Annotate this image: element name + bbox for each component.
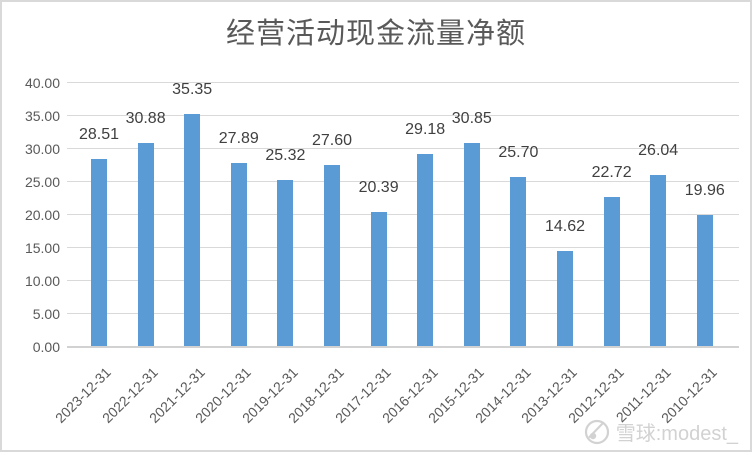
bar — [650, 175, 667, 347]
watermark-text: 雪球:modest_ — [615, 423, 738, 445]
bar — [557, 250, 573, 347]
y-axis-tick-label: 35.00 — [24, 108, 60, 124]
y-axis-tick-label: 15.00 — [24, 240, 60, 256]
bar — [91, 158, 107, 347]
bar-data-label: 20.39 — [358, 179, 399, 197]
gridline — [67, 115, 739, 116]
gridline — [67, 181, 739, 182]
y-axis-tick-label: 20.00 — [24, 207, 60, 223]
y-axis-tick-label: 30.00 — [24, 141, 60, 157]
bar-data-label: 29.18 — [405, 121, 446, 139]
y-axis-tick-label: 5.00 — [32, 306, 60, 322]
bar-data-label: 22.72 — [591, 164, 632, 182]
bar — [184, 113, 201, 347]
chart-title: 经营活动现金流量净额 — [225, 18, 526, 50]
bar-data-label: 28.51 — [78, 125, 120, 143]
gridline — [67, 82, 739, 83]
y-axis-tick-label: 25.00 — [24, 174, 60, 190]
bar-data-label: 26.04 — [638, 142, 679, 160]
bar — [230, 162, 247, 347]
gridline — [67, 247, 739, 248]
x-axis-line — [67, 346, 739, 348]
bar — [417, 154, 434, 347]
bar — [324, 164, 340, 347]
gridline — [67, 280, 739, 281]
bar — [137, 143, 154, 347]
bar-data-label: 14.62 — [544, 217, 586, 235]
bar — [463, 143, 480, 347]
y-axis-tick-label: 0.00 — [32, 339, 60, 355]
gridline — [67, 313, 739, 314]
bar — [370, 212, 387, 347]
bar-data-label: 27.60 — [311, 131, 353, 149]
y-axis-tick-label: 10.00 — [24, 273, 60, 289]
watermark: 雪球:modest_ — [583, 417, 738, 446]
bar-data-label: 30.85 — [451, 110, 492, 128]
gridline — [67, 214, 739, 215]
bar — [277, 179, 294, 347]
bar — [696, 215, 713, 347]
y-axis-tick-label: 40.00 — [24, 75, 60, 91]
bar-data-label: 25.32 — [265, 146, 306, 164]
bar-data-label: 35.35 — [172, 80, 213, 98]
gridline — [67, 148, 739, 149]
bar-data-label: 25.70 — [498, 144, 539, 162]
bar-data-label: 27.89 — [218, 129, 259, 147]
bar-data-label: 19.96 — [684, 182, 725, 200]
xueqiu-snowball-logo-icon — [584, 419, 609, 444]
bar — [510, 177, 527, 347]
bar-data-label: 30.88 — [125, 110, 166, 128]
bar — [603, 197, 620, 347]
